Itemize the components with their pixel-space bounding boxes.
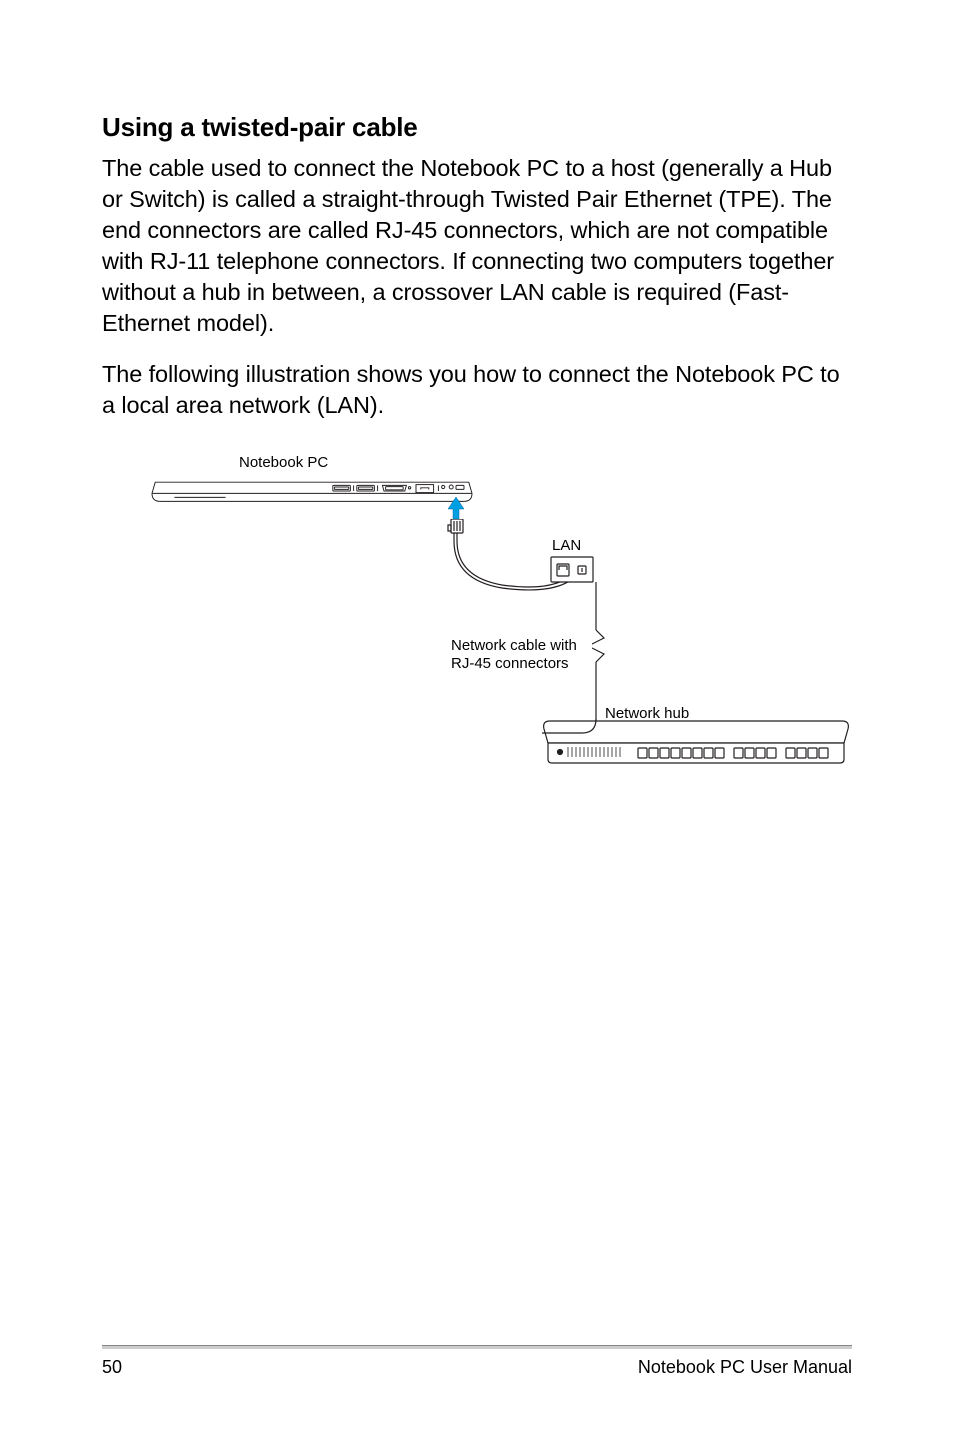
hub-connector-line xyxy=(542,719,602,739)
cable-to-notebook xyxy=(442,519,642,639)
body-paragraph-2: The following illustration shows you how… xyxy=(102,359,852,421)
cable-label-2: RJ-45 connectors xyxy=(451,655,569,672)
arrow-icon xyxy=(447,496,465,520)
section-heading: Using a twisted-pair cable xyxy=(102,112,852,143)
notebook-label: Notebook PC xyxy=(239,454,328,471)
page-number: 50 xyxy=(102,1357,122,1378)
manual-title: Notebook PC User Manual xyxy=(638,1357,852,1378)
lan-label: LAN xyxy=(552,537,581,554)
hub-label: Network hub xyxy=(605,705,689,722)
page-footer: 50 Notebook PC User Manual xyxy=(0,1345,954,1378)
lan-wall-plate xyxy=(550,556,594,594)
footer-rule xyxy=(102,1345,852,1349)
cable-label-1: Network cable with xyxy=(451,637,577,654)
body-paragraph-1: The cable used to connect the Notebook P… xyxy=(102,153,852,339)
connection-diagram: Notebook PC xyxy=(102,451,852,831)
